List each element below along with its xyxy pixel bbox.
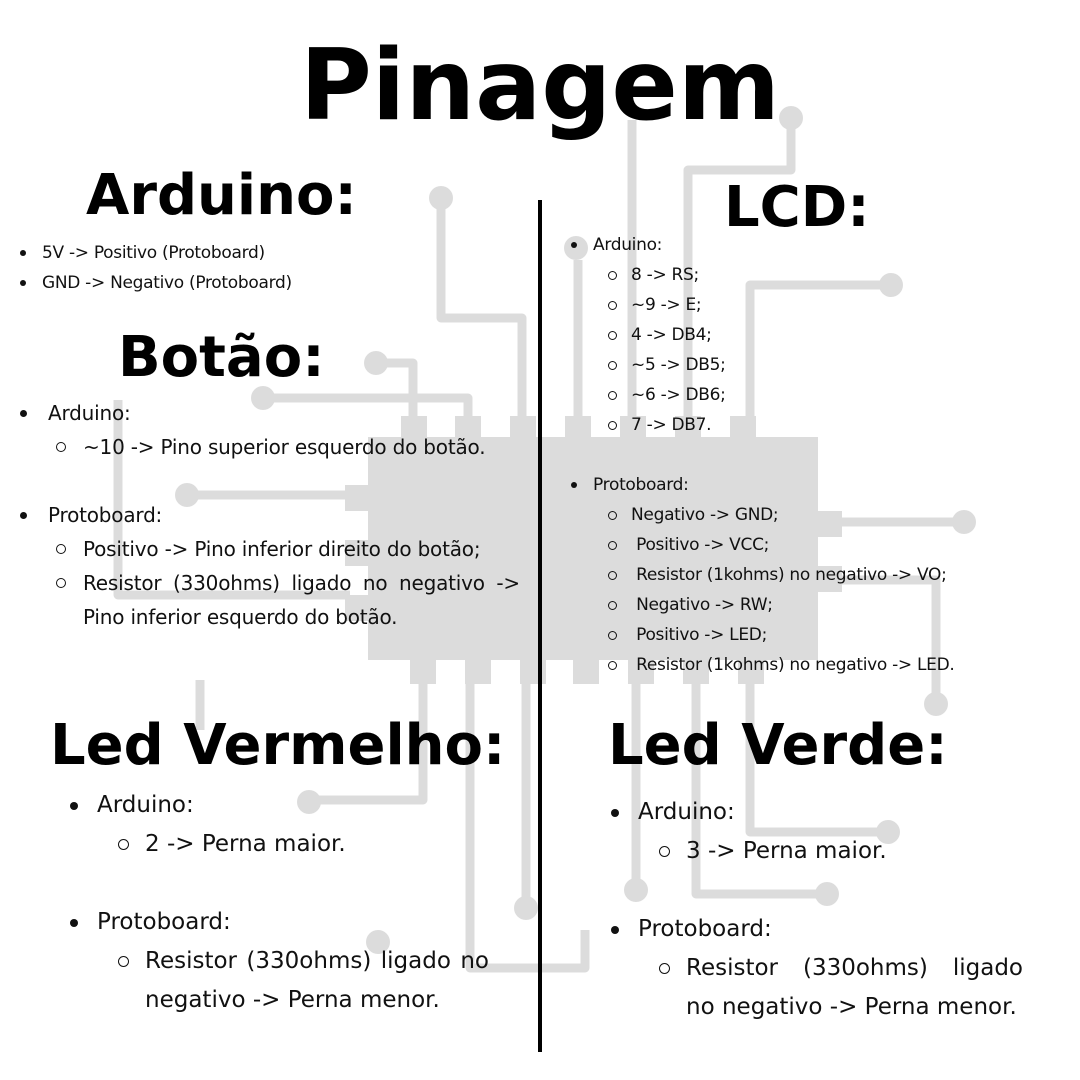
list-item: Resistor (330ohms) ligado no negativo ->… xyxy=(118,942,489,1020)
list-item: 8 -> RS; xyxy=(608,260,1073,290)
led-vermelho-title: Led Vermelho: xyxy=(50,713,506,778)
lcd-title: LCD: xyxy=(724,175,870,240)
list-item: ~10 -> Pino superior esquerdo do botão. xyxy=(56,430,520,464)
list-item: 2 -> Perna maior. xyxy=(118,825,489,864)
botao-list: Arduino: ~10 -> Pino superior esquerdo d… xyxy=(20,396,520,634)
botao-title: Botão: xyxy=(118,325,325,390)
list-item: ~5 -> DB5; xyxy=(608,350,1073,380)
botao-group-arduino-label: Arduino: xyxy=(20,396,520,430)
list-item: 4 -> DB4; xyxy=(608,320,1073,350)
botao-group-protoboard-label: Protoboard: xyxy=(20,498,520,532)
chip-body xyxy=(368,437,818,660)
list-item: Positivo -> VCC; xyxy=(608,530,1073,560)
lcd-list: Arduino: 8 -> RS; ~9 -> E; 4 -> DB4; ~5 … xyxy=(571,230,1073,680)
list-item: Resistor (1kohms) no negativo -> LED. xyxy=(608,650,1073,680)
list-item: GND -> Negativo (Protoboard) xyxy=(20,268,482,298)
arduino-title: Arduino: xyxy=(86,163,357,228)
list-item: Positivo -> LED; xyxy=(608,620,1073,650)
list-item: ~6 -> DB6; xyxy=(608,380,1073,410)
led-verde-group-protoboard-label: Protoboard: xyxy=(611,910,1023,949)
list-item: Negativo -> RW; xyxy=(608,590,1073,620)
led-vermelho-list: Arduino: 2 -> Perna maior. Protoboard: R… xyxy=(70,786,489,1020)
lcd-group-arduino-label: Arduino: xyxy=(571,230,1073,260)
led-verde-group-arduino-label: Arduino: xyxy=(611,793,1023,832)
page-title: Pinagem xyxy=(299,29,781,143)
arduino-list: 5V -> Positivo (Protoboard) GND -> Negat… xyxy=(20,238,482,298)
lcd-group-protoboard-label: Protoboard: xyxy=(571,470,1073,500)
list-item: Negativo -> GND; xyxy=(608,500,1073,530)
list-item: ~9 -> E; xyxy=(608,290,1073,320)
led-vermelho-group-arduino-label: Arduino: xyxy=(70,786,489,825)
list-item: Resistor (330ohms) ligado no negativo ->… xyxy=(56,566,520,634)
led-vermelho-group-protoboard-label: Protoboard: xyxy=(70,903,489,942)
led-verde-title: Led Verde: xyxy=(608,713,948,778)
list-item: Resistor (1kohms) no negativo -> VO; xyxy=(608,560,1073,590)
list-item: 3 -> Perna maior. xyxy=(659,832,1023,871)
list-item: Positivo -> Pino inferior direito do bot… xyxy=(56,532,520,566)
list-item: 5V -> Positivo (Protoboard) xyxy=(20,238,482,268)
led-verde-list: Arduino: 3 -> Perna maior. Protoboard: R… xyxy=(611,793,1023,1027)
list-item: 7 -> DB7. xyxy=(608,410,1073,440)
center-divider xyxy=(538,200,542,1052)
list-item: Resistor (330ohms) ligado no negativo ->… xyxy=(659,949,1023,1027)
